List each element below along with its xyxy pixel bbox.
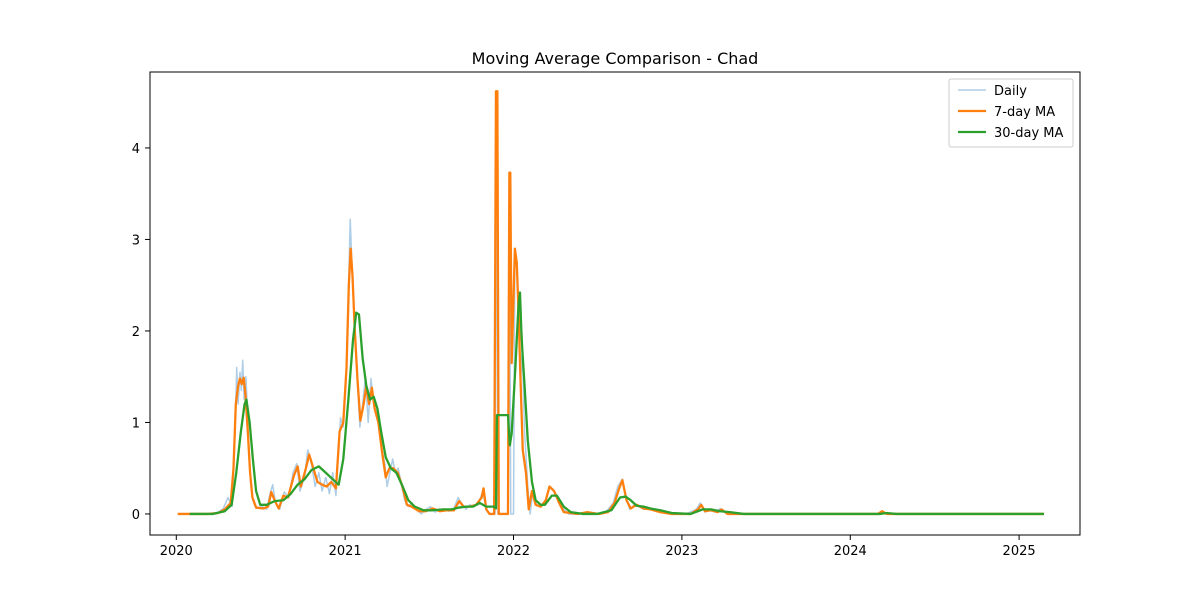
legend-label: 30-day MA (994, 126, 1063, 141)
x-tick-label: 2023 (665, 544, 698, 559)
legend-label: Daily (994, 84, 1027, 99)
series-line-1 (177, 90, 1045, 515)
series-line-3 (189, 291, 1045, 516)
x-tick-label: 2021 (329, 544, 362, 559)
x-tick-label: 2025 (1003, 544, 1036, 559)
chart-title: Moving Average Comparison - Chad (472, 49, 759, 68)
legend-box (948, 78, 1074, 148)
y-tick-label: 1 (132, 416, 140, 431)
x-tick-label: 2024 (834, 544, 867, 559)
x-axis: 2020 2021 2022 2023 2024 2025 (160, 535, 1036, 559)
x-tick-label: 2020 (160, 544, 193, 559)
x-tick-label: 2022 (497, 544, 530, 559)
y-tick-label: 3 (132, 233, 140, 248)
y-tick-label: 0 (132, 508, 140, 523)
plot-frame (149, 71, 1081, 536)
legend: Daily 7-day MA 30-day MA (948, 78, 1074, 148)
y-tick-label: 2 (132, 325, 140, 340)
series-layer (177, 90, 1045, 516)
y-axis: 0 1 2 3 4 (132, 142, 150, 523)
legend-label: 7-day MA (994, 105, 1055, 120)
y-tick-label: 4 (132, 142, 140, 157)
